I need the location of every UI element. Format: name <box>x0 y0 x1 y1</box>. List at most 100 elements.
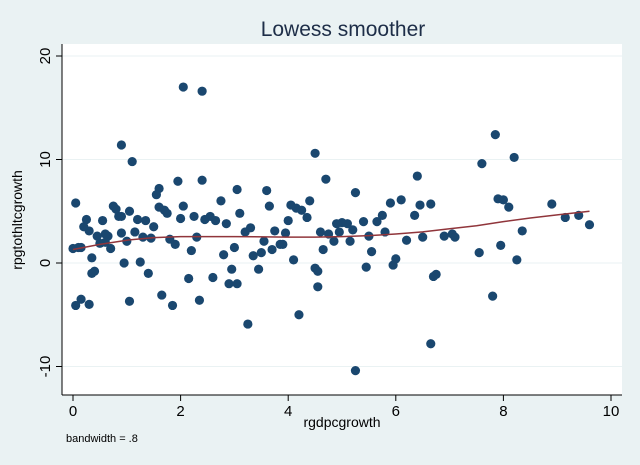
lowess-line <box>72 210 590 251</box>
data-point <box>560 212 570 223</box>
data-point <box>313 282 323 292</box>
data-point <box>377 210 387 220</box>
data-point <box>366 247 377 257</box>
y-tick-label: 20 <box>37 48 54 65</box>
data-point <box>189 211 199 222</box>
data-point <box>124 296 135 306</box>
data-point <box>176 213 186 224</box>
data-point <box>184 273 194 284</box>
data-point <box>474 248 484 258</box>
data-point <box>431 269 441 279</box>
data-point <box>426 339 436 349</box>
data-point <box>512 255 522 265</box>
data-point <box>332 219 342 229</box>
data-point <box>412 171 422 181</box>
data-point <box>116 211 127 222</box>
data-point <box>116 140 127 150</box>
data-point <box>216 196 226 206</box>
gridlines <box>62 55 622 367</box>
data-point <box>232 279 242 289</box>
x-tick-label: 6 <box>392 403 400 420</box>
data-point <box>97 215 108 226</box>
data-point <box>509 152 519 163</box>
data-point <box>372 217 382 227</box>
data-point <box>200 214 210 225</box>
data-point <box>119 258 129 268</box>
y-tick-label: 10 <box>37 151 54 168</box>
data-point <box>318 244 328 255</box>
data-point <box>498 195 508 205</box>
data-point <box>124 206 135 216</box>
x-tick-label: 8 <box>499 403 507 420</box>
data-point <box>496 240 506 251</box>
data-point <box>227 264 237 274</box>
data-point <box>229 242 239 253</box>
data-point <box>194 295 205 305</box>
data-point <box>358 217 369 227</box>
data-point <box>286 200 296 210</box>
data-point <box>267 244 277 255</box>
data-point <box>154 202 164 212</box>
data-point <box>138 232 148 242</box>
data-point <box>256 248 266 258</box>
data-point <box>197 86 207 96</box>
data-point <box>310 148 320 158</box>
data-point <box>178 201 188 211</box>
data-point <box>106 243 116 254</box>
data-point <box>122 236 132 246</box>
y-tick-label: 0 <box>37 259 54 267</box>
data-point <box>278 239 288 249</box>
scatter-points <box>68 82 595 376</box>
data-point <box>321 174 331 184</box>
data-point <box>127 156 137 167</box>
data-point <box>132 214 143 225</box>
x-axis-label: rgdpcgrowth <box>303 414 380 430</box>
data-point <box>391 254 401 264</box>
data-point <box>116 228 127 238</box>
y-tick-label: -10 <box>37 356 54 378</box>
data-point <box>197 175 207 185</box>
data-point <box>248 251 258 261</box>
data-point <box>504 202 514 212</box>
data-point <box>143 268 153 278</box>
x-tick-label: 0 <box>69 403 77 420</box>
data-point <box>221 219 231 229</box>
x-tick-label: 4 <box>284 403 292 420</box>
data-point <box>254 264 264 274</box>
data-point <box>401 235 412 245</box>
data-point <box>178 82 188 92</box>
data-point <box>418 232 428 242</box>
data-point <box>79 222 89 232</box>
data-point <box>135 257 145 267</box>
data-point <box>477 159 487 169</box>
data-point <box>68 243 78 254</box>
data-point <box>240 227 250 237</box>
data-point <box>350 188 361 198</box>
data-point <box>100 229 110 239</box>
data-point <box>294 310 304 320</box>
y-ticks: -10 0 10 20 <box>37 48 62 378</box>
data-point <box>130 227 140 237</box>
data-point <box>283 215 293 226</box>
data-point <box>345 236 355 246</box>
x-tick-label: 10 <box>603 403 620 420</box>
data-point <box>157 290 167 300</box>
data-point <box>490 130 500 140</box>
data-point <box>173 176 183 186</box>
bandwidth-note: bandwidth = .8 <box>66 433 138 445</box>
data-point <box>262 185 272 196</box>
data-point <box>410 210 420 220</box>
x-tick-label: 2 <box>176 403 184 420</box>
data-point <box>315 227 326 237</box>
data-point <box>81 214 92 225</box>
data-point <box>71 300 81 311</box>
data-point <box>149 222 159 232</box>
data-point <box>396 195 406 205</box>
data-point <box>415 200 425 210</box>
data-point <box>243 319 253 329</box>
data-point <box>219 250 229 260</box>
data-point <box>329 236 339 246</box>
data-point <box>87 253 97 263</box>
data-point <box>76 294 86 304</box>
data-point <box>280 228 291 238</box>
